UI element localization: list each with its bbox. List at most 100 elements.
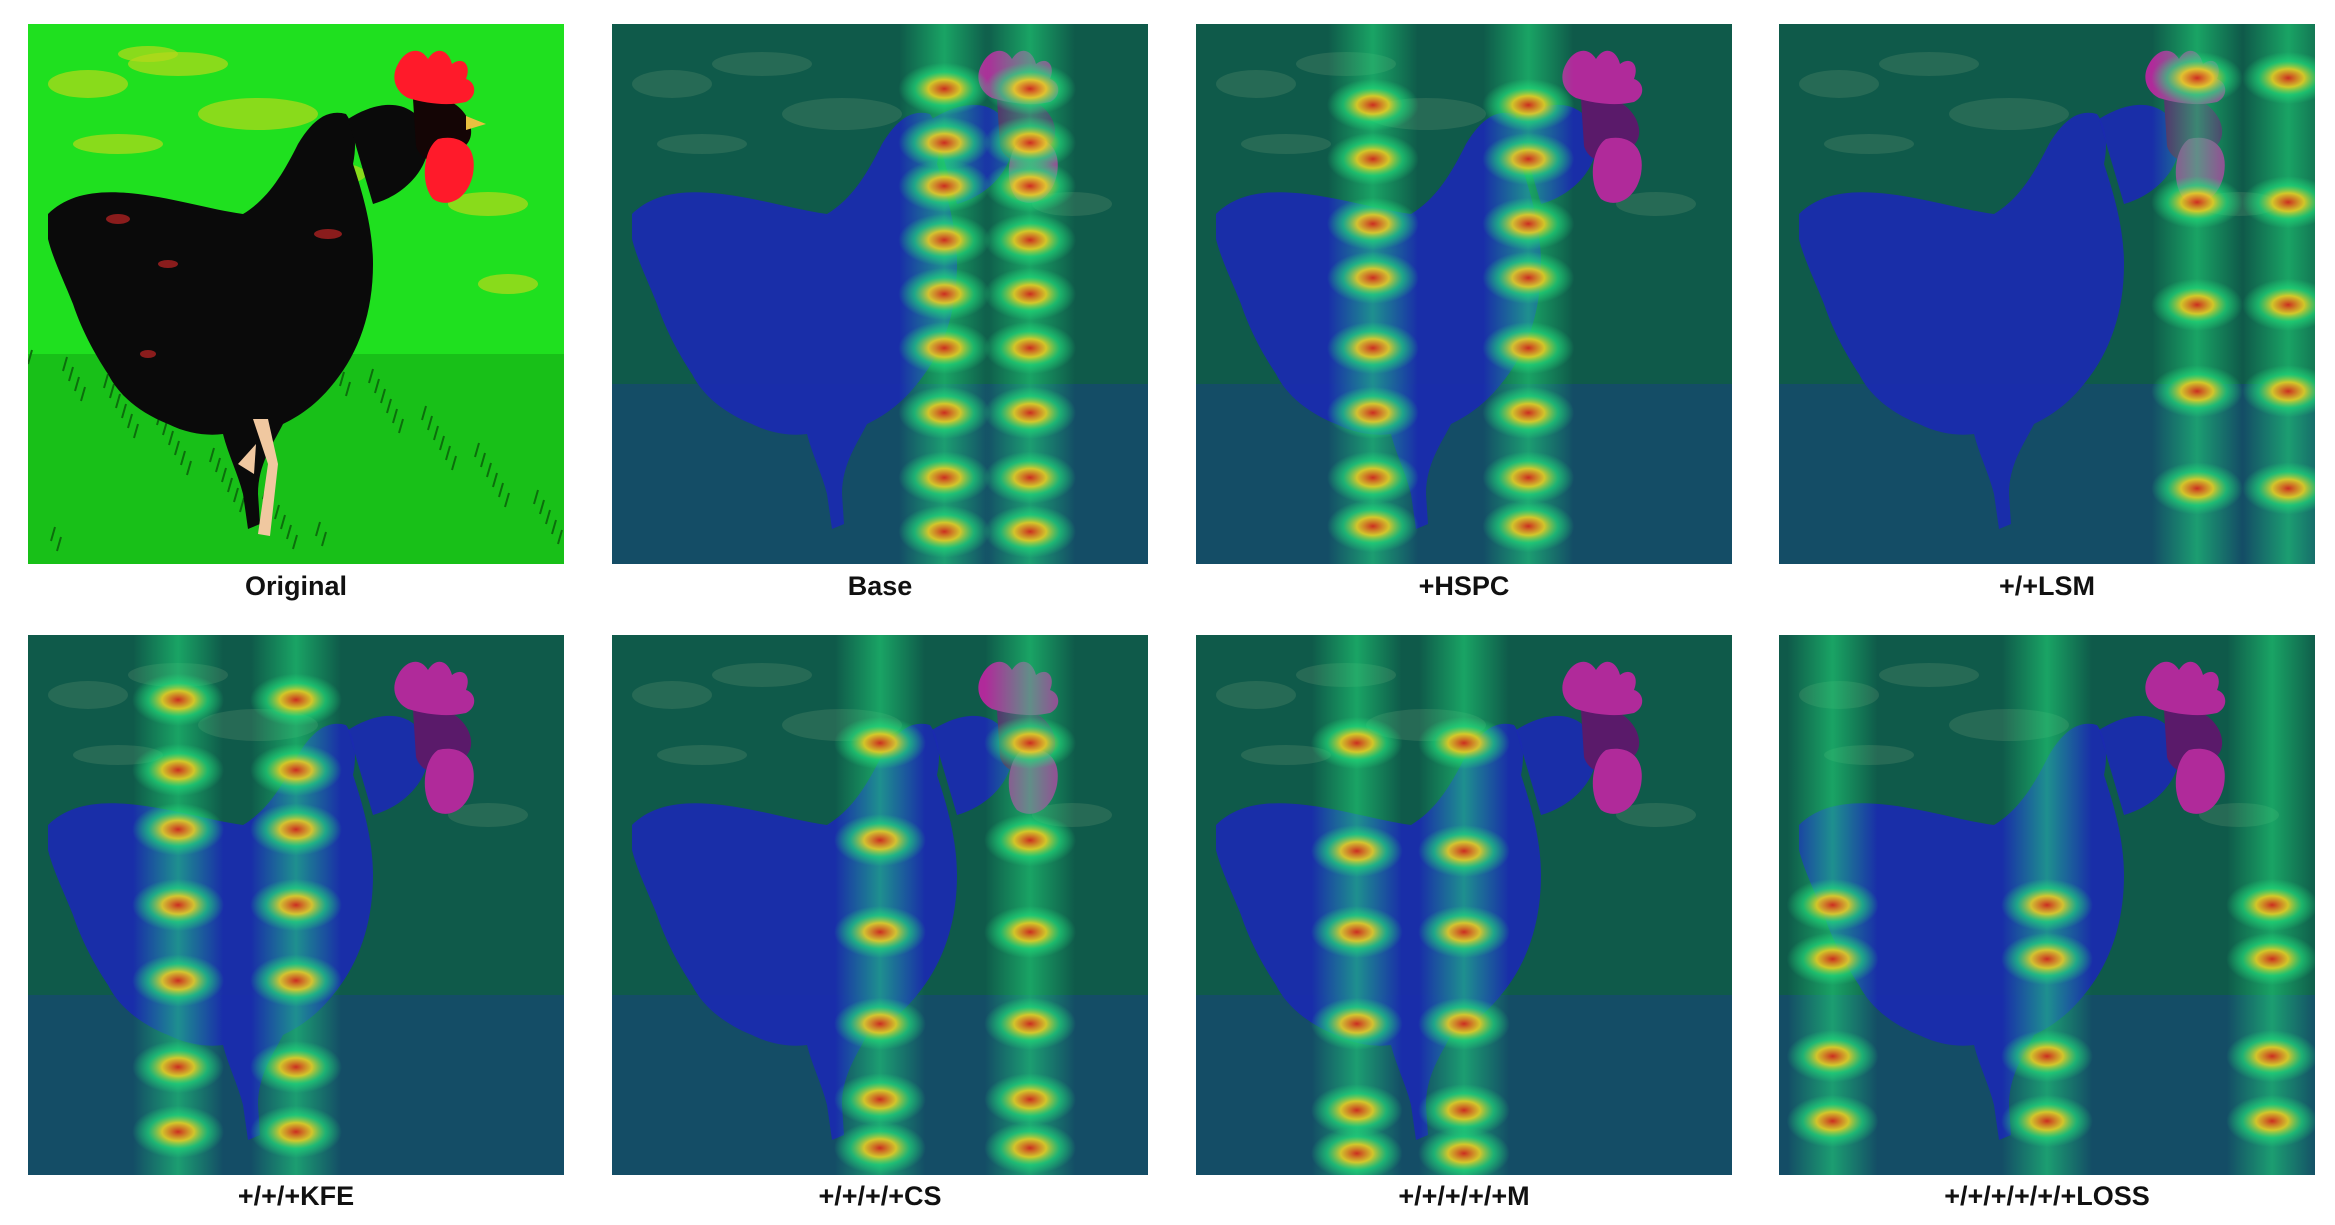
activation-spot bbox=[2226, 1095, 2315, 1147]
activation-spot bbox=[250, 744, 342, 796]
heatmap-m bbox=[1196, 635, 1732, 1175]
activation-spot bbox=[2242, 278, 2315, 331]
activation-spot bbox=[898, 268, 991, 320]
activation-spot bbox=[898, 116, 991, 169]
activation-spot bbox=[984, 505, 1077, 558]
panel-lsm bbox=[1779, 24, 2315, 564]
activation-spot bbox=[2226, 1030, 2315, 1083]
activation-spot bbox=[2151, 176, 2244, 229]
activation-spot bbox=[1482, 197, 1575, 250]
panel-m bbox=[1196, 635, 1732, 1175]
activation-spot bbox=[2242, 365, 2315, 418]
activation-spot bbox=[898, 214, 991, 266]
activation-spot bbox=[984, 214, 1077, 266]
caption-base: Base bbox=[847, 571, 913, 601]
activation-spot bbox=[898, 62, 991, 115]
activation-spot bbox=[984, 116, 1077, 169]
activation-spot bbox=[984, 1073, 1077, 1126]
heatmap-base bbox=[612, 24, 1148, 564]
activation-spot bbox=[1310, 906, 1403, 958]
activation-spot bbox=[1418, 1127, 1510, 1175]
activation-spot bbox=[2242, 462, 2315, 515]
panel-base bbox=[612, 24, 1148, 564]
activation-spot bbox=[834, 1073, 926, 1126]
activation-spot bbox=[1482, 322, 1575, 374]
activation-spot bbox=[2242, 176, 2315, 229]
activation-spot bbox=[1482, 451, 1575, 504]
activation-spot bbox=[2001, 1030, 2093, 1083]
rooster-comb bbox=[2145, 661, 2226, 716]
activation-spot bbox=[1786, 933, 1879, 985]
activation-spot bbox=[898, 322, 991, 374]
activation-spot bbox=[1418, 1084, 1510, 1137]
activation-spot bbox=[132, 879, 225, 931]
activation-spot bbox=[250, 803, 342, 856]
activation-spot bbox=[1310, 825, 1403, 877]
activation-spot bbox=[132, 1041, 225, 1093]
activation-spot bbox=[1418, 997, 1510, 1050]
activation-spot bbox=[834, 717, 926, 769]
activation-spot bbox=[250, 1105, 342, 1158]
heatmap-loss bbox=[1779, 635, 2315, 1175]
activation-spot bbox=[1310, 1127, 1403, 1175]
panel-cs bbox=[612, 635, 1148, 1175]
activation-spot bbox=[834, 906, 926, 958]
activation-spot bbox=[2226, 879, 2315, 931]
activation-spot bbox=[2001, 879, 2093, 931]
activation-spot bbox=[250, 1041, 342, 1093]
activation-spot bbox=[2242, 52, 2315, 104]
rooster-comb bbox=[1562, 50, 1643, 105]
activation-spot bbox=[1482, 251, 1575, 304]
activation-spot bbox=[132, 954, 225, 1007]
heatmap-cs bbox=[612, 635, 1148, 1175]
activation-spot bbox=[1326, 451, 1419, 504]
activation-spot bbox=[250, 879, 342, 931]
activation-spot bbox=[1326, 322, 1419, 374]
rooster-comb bbox=[1562, 661, 1643, 716]
activation-spot bbox=[1786, 1030, 1879, 1083]
activation-spot bbox=[2151, 52, 2244, 104]
activation-spot bbox=[898, 386, 991, 439]
heatmap-lsm bbox=[1779, 24, 2315, 564]
activation-spot bbox=[834, 814, 926, 867]
activation-spot bbox=[1326, 133, 1419, 185]
activation-spot bbox=[984, 997, 1077, 1050]
activation-spot bbox=[984, 268, 1077, 320]
heatmap-hspc bbox=[1196, 24, 1732, 564]
activation-spot bbox=[1326, 79, 1419, 131]
activation-spot bbox=[1418, 717, 1510, 769]
activation-spot bbox=[132, 673, 225, 726]
rooster-silhouette bbox=[1799, 112, 2124, 529]
activation-spot bbox=[984, 451, 1077, 504]
activation-spot bbox=[898, 451, 991, 504]
caption-original: Original bbox=[244, 571, 347, 601]
activation-spot bbox=[1482, 386, 1575, 439]
activation-spot bbox=[2151, 365, 2244, 418]
original-image bbox=[28, 24, 564, 564]
activation-spot bbox=[898, 160, 991, 212]
activation-spot bbox=[1326, 386, 1419, 439]
activation-spot bbox=[898, 505, 991, 558]
activation-spot bbox=[1326, 197, 1419, 250]
activation-spot bbox=[984, 717, 1077, 769]
panel-original bbox=[28, 24, 564, 564]
activation-spot bbox=[2151, 462, 2244, 515]
heatmap-kfe bbox=[28, 635, 564, 1175]
activation-spot bbox=[1786, 1095, 1879, 1147]
activation-spot bbox=[250, 954, 342, 1007]
activation-spot bbox=[132, 744, 225, 796]
activation-spot bbox=[250, 673, 342, 726]
activation-spot bbox=[984, 814, 1077, 867]
activation-spot bbox=[132, 1105, 225, 1158]
activation-spot bbox=[1310, 997, 1403, 1050]
caption-loss: +/+/+/+/+/+LOSS bbox=[1944, 1181, 2150, 1211]
rooster-wattle bbox=[424, 137, 474, 203]
activation-spot bbox=[1418, 825, 1510, 877]
panel-hspc bbox=[1196, 24, 1732, 564]
activation-spot bbox=[984, 62, 1077, 115]
rooster-comb bbox=[394, 50, 475, 105]
rooster-body bbox=[48, 112, 373, 529]
caption-lsm: +/+LSM bbox=[1998, 571, 2096, 601]
activation-spot bbox=[1418, 906, 1510, 958]
caption-m: +/+/+/+/+M bbox=[1398, 1181, 1530, 1211]
